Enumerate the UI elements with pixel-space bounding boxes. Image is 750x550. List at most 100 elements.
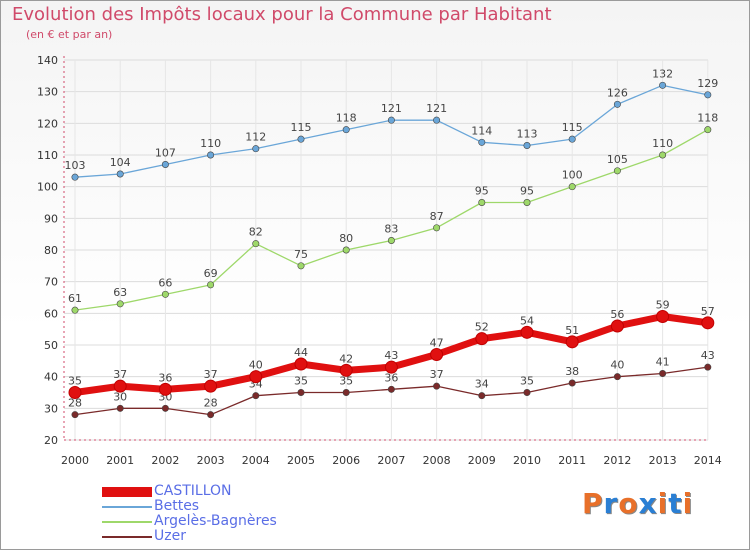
x-tick-label: 2013 bbox=[649, 454, 677, 467]
data-point bbox=[161, 404, 169, 412]
data-label: 37 bbox=[204, 368, 218, 381]
data-point bbox=[71, 173, 79, 181]
data-point bbox=[297, 388, 305, 396]
data-point bbox=[478, 392, 486, 400]
chart-legend: CASTILLON Bettes Argelès-Bagnères Uzer bbox=[102, 484, 277, 544]
data-label: 115 bbox=[291, 121, 312, 134]
data-point bbox=[68, 386, 82, 399]
x-tick-label: 2011 bbox=[558, 454, 586, 467]
x-tick-label: 2000 bbox=[61, 454, 89, 467]
data-point bbox=[387, 116, 395, 124]
y-tick-label: 100 bbox=[37, 181, 58, 194]
data-point bbox=[249, 370, 263, 384]
data-label: 126 bbox=[607, 86, 628, 99]
data-point bbox=[430, 348, 444, 361]
data-point bbox=[116, 300, 124, 308]
x-tick-label: 2012 bbox=[603, 454, 631, 467]
data-point bbox=[71, 411, 79, 419]
data-point bbox=[294, 357, 308, 371]
data-label: 30 bbox=[113, 390, 127, 403]
data-label: 107 bbox=[155, 147, 176, 160]
legend-swatch bbox=[102, 506, 152, 508]
x-tick-label: 2002 bbox=[151, 454, 179, 467]
data-label: 35 bbox=[339, 375, 353, 388]
data-label: 28 bbox=[68, 397, 82, 410]
data-label: 129 bbox=[697, 77, 718, 90]
y-tick-label: 40 bbox=[44, 371, 58, 384]
x-tick-label: 2006 bbox=[332, 454, 360, 467]
data-label: 59 bbox=[656, 299, 670, 312]
data-point bbox=[565, 335, 579, 349]
data-point bbox=[158, 382, 172, 396]
legend-item: Argelès-Bagnères bbox=[102, 514, 277, 529]
data-label: 40 bbox=[610, 359, 624, 372]
data-label: 100 bbox=[562, 169, 583, 182]
data-point bbox=[613, 100, 621, 108]
y-tick-label: 110 bbox=[37, 149, 58, 162]
data-point bbox=[116, 404, 124, 412]
data-label: 66 bbox=[158, 276, 172, 289]
x-tick-label: 2008 bbox=[423, 454, 451, 467]
data-label: 75 bbox=[294, 248, 308, 261]
data-label: 36 bbox=[384, 371, 398, 384]
data-point bbox=[207, 151, 215, 159]
data-point bbox=[613, 373, 621, 381]
data-point bbox=[659, 81, 667, 89]
data-point bbox=[433, 224, 441, 232]
data-point bbox=[475, 332, 489, 346]
legend-swatch bbox=[102, 521, 152, 523]
data-label: 103 bbox=[65, 159, 86, 172]
legend-item: Uzer bbox=[102, 529, 277, 544]
data-point bbox=[116, 170, 124, 178]
data-point bbox=[613, 167, 621, 175]
data-label: 104 bbox=[110, 156, 131, 169]
data-label: 112 bbox=[245, 131, 266, 144]
data-point bbox=[701, 316, 715, 330]
data-point bbox=[704, 91, 712, 99]
data-point bbox=[568, 183, 576, 191]
data-label: 110 bbox=[652, 137, 673, 150]
data-label: 121 bbox=[381, 102, 402, 115]
data-label: 83 bbox=[384, 223, 398, 236]
data-label: 63 bbox=[113, 286, 127, 299]
data-point bbox=[342, 246, 350, 254]
data-label: 69 bbox=[204, 267, 218, 280]
legend-swatch bbox=[102, 487, 152, 497]
data-label: 43 bbox=[701, 349, 715, 362]
data-label: 37 bbox=[113, 368, 127, 381]
data-label: 35 bbox=[520, 375, 534, 388]
chart-subtitle: (en € et par an) bbox=[26, 28, 113, 41]
data-point bbox=[342, 388, 350, 396]
data-label: 105 bbox=[607, 153, 628, 166]
y-tick-label: 140 bbox=[37, 54, 58, 67]
data-label: 80 bbox=[339, 232, 353, 245]
data-label: 41 bbox=[656, 356, 670, 369]
chart-title: Evolution des Impôts locaux pour la Comm… bbox=[12, 4, 552, 25]
legend-label: CASTILLON bbox=[154, 483, 232, 499]
data-label: 36 bbox=[158, 371, 172, 384]
data-point bbox=[568, 379, 576, 387]
legend-label: Argelès-Bagnères bbox=[154, 513, 277, 529]
data-label: 61 bbox=[68, 292, 82, 305]
x-tick-label: 2004 bbox=[242, 454, 270, 467]
data-point bbox=[568, 135, 576, 143]
data-point bbox=[433, 116, 441, 124]
data-label: 52 bbox=[475, 321, 489, 334]
data-point bbox=[704, 363, 712, 371]
legend-item: Bettes bbox=[102, 499, 277, 514]
data-point bbox=[204, 379, 218, 393]
data-point bbox=[387, 385, 395, 393]
data-label: 35 bbox=[68, 375, 82, 388]
data-label: 113 bbox=[517, 128, 538, 141]
data-label: 87 bbox=[430, 210, 444, 223]
y-tick-label: 20 bbox=[44, 434, 58, 447]
data-point bbox=[523, 388, 531, 396]
data-label: 28 bbox=[204, 397, 218, 410]
data-label: 42 bbox=[339, 352, 353, 365]
data-point bbox=[207, 281, 215, 289]
x-tick-label: 2007 bbox=[377, 454, 405, 467]
x-tick-label: 2001 bbox=[106, 454, 134, 467]
data-label: 110 bbox=[200, 137, 221, 150]
data-label: 35 bbox=[294, 375, 308, 388]
